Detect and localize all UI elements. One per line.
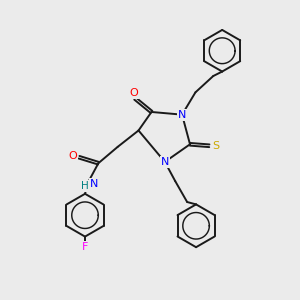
Text: F: F — [82, 242, 88, 252]
Text: N: N — [178, 110, 186, 120]
Text: O: O — [129, 88, 138, 98]
Text: N: N — [161, 157, 169, 167]
Text: S: S — [212, 141, 219, 151]
Text: N: N — [90, 179, 99, 189]
Text: H: H — [81, 181, 89, 191]
Text: O: O — [68, 151, 77, 161]
